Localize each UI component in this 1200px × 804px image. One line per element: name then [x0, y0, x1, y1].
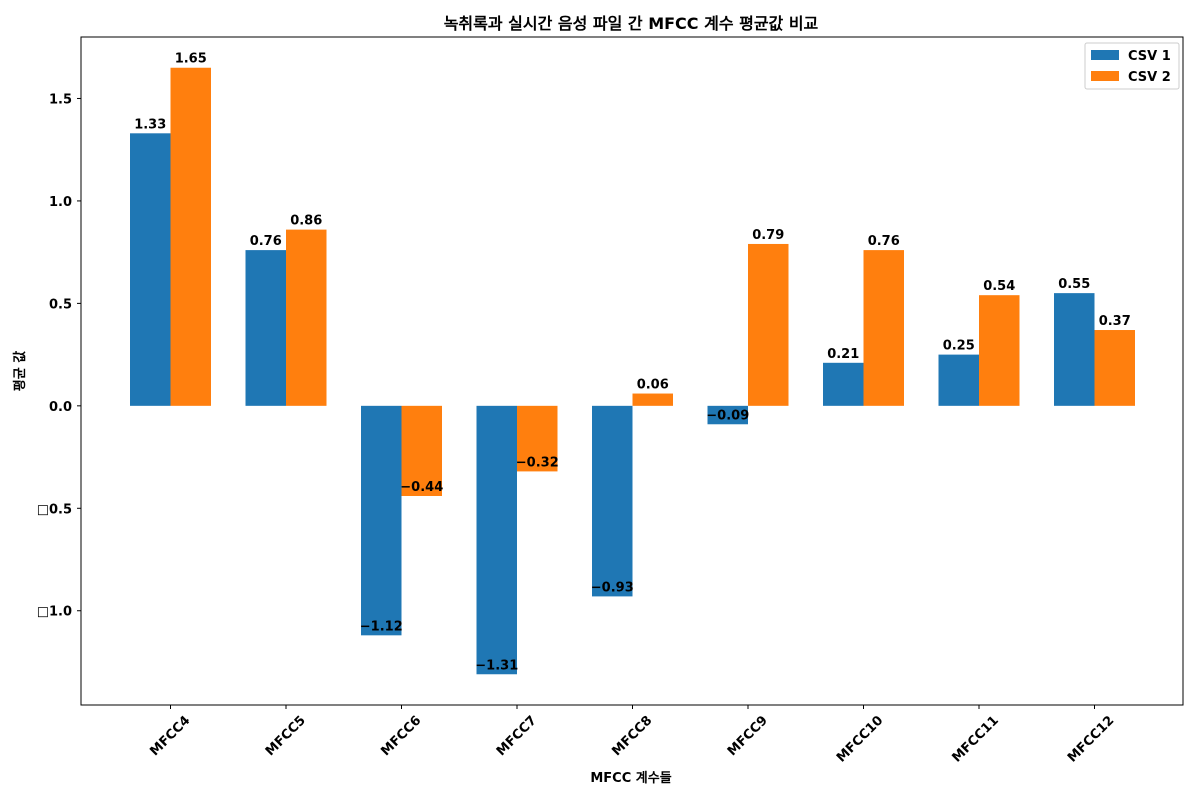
legend-swatch-csv1 — [1091, 50, 1119, 60]
x-tick-label: MFCC10 — [834, 713, 886, 765]
bar-label-csv-2-mfcc10: 0.76 — [868, 234, 900, 249]
x-tick-label: MFCC5 — [263, 713, 309, 759]
bar-label-csv-2-mfcc12: 0.37 — [1099, 314, 1131, 329]
y-tick-label: 1.5 — [49, 92, 72, 107]
x-tick-label: MFCC6 — [378, 713, 424, 759]
bar-csv-1-mfcc6 — [361, 405, 402, 636]
x-tick-label: MFCC7 — [494, 713, 540, 759]
bar-label-csv-2-mfcc5: 0.86 — [290, 214, 322, 229]
bar-csv-1-mfcc12 — [1054, 293, 1095, 406]
bar-label-csv-2-mfcc7: −0.32 — [516, 455, 559, 470]
bar-csv-1-mfcc9 — [707, 405, 748, 425]
chart-title: 녹취록과 실시간 음성 파일 간 MFCC 계수 평균값 비교 — [444, 14, 819, 33]
bar-label-csv-1-mfcc9: −0.09 — [706, 408, 749, 423]
bar-csv-2-mfcc5 — [286, 229, 327, 406]
y-axis-label: 평균 값 — [12, 351, 28, 391]
bar-csv-1-mfcc5 — [245, 250, 286, 406]
x-axis-label: MFCC 계수들 — [590, 771, 671, 786]
bar-labels-layer: 1.33 0.76 −1.12 −1.31 −0.93 −0.09 0.21 0.25 0.55… — [134, 52, 1131, 674]
y-tick-label: 1.0 — [49, 195, 72, 210]
bar-label-csv-1-mfcc8: −0.93 — [591, 580, 634, 595]
legend-swatch-csv2 — [1091, 71, 1119, 81]
bar-csv-1-mfcc11 — [938, 354, 979, 406]
bar-csv-1-mfcc10 — [823, 362, 864, 406]
x-tick-label: MFCC9 — [725, 713, 771, 759]
bar-label-csv-1-mfcc5: 0.76 — [250, 234, 282, 249]
x-tick-label: MFCC8 — [609, 713, 655, 759]
bar-csv-1-mfcc4 — [130, 133, 171, 406]
bars-layer — [130, 67, 1135, 675]
bar-csv-2-mfcc6 — [401, 405, 442, 496]
bar-csv-2-mfcc8 — [632, 393, 673, 406]
bar-csv-2-mfcc11 — [979, 295, 1020, 406]
bar-label-csv-1-mfcc6: −1.12 — [360, 619, 403, 634]
bar-csv-2-mfcc12 — [1094, 330, 1135, 406]
x-tick-label: MFCC12 — [1065, 713, 1117, 765]
bar-csv-2-mfcc4 — [170, 67, 211, 406]
bar-label-csv-2-mfcc9: 0.79 — [752, 228, 784, 243]
bar-label-csv-1-mfcc4: 1.33 — [134, 117, 166, 132]
bar-label-csv-1-mfcc12: 0.55 — [1058, 277, 1090, 292]
bar-label-csv-1-mfcc7: −1.31 — [475, 658, 518, 673]
x-tick-label: MFCC11 — [950, 713, 1002, 765]
legend-label-csv2: CSV 2 — [1128, 70, 1171, 85]
bar-label-csv-2-mfcc8: 0.06 — [637, 378, 669, 393]
y-tick-label: 0.5 — [49, 297, 72, 312]
x-axis: MFCC4 MFCC5 MFCC6 MFCC7 MFCC8 MFCC9 MFCC10 MFCC… — [147, 705, 1117, 766]
bar-label-csv-2-mfcc4: 1.65 — [175, 52, 207, 67]
bar-label-csv-1-mfcc11: 0.25 — [943, 339, 975, 354]
y-axis: □1.0 □0.5 0.0 0.5 1.0 1.5 — [37, 92, 81, 620]
bar-csv-2-mfcc10 — [863, 250, 904, 406]
bar-label-csv-2-mfcc6: −0.44 — [400, 480, 443, 495]
legend-label-csv1: CSV 1 — [1128, 49, 1171, 64]
bar-csv-1-mfcc8 — [592, 405, 633, 597]
legend: CSV 1 CSV 2 — [1084, 42, 1180, 90]
bar-csv-2-mfcc9 — [748, 243, 789, 406]
bar-label-csv-2-mfcc11: 0.54 — [983, 279, 1015, 294]
x-tick-label: MFCC4 — [147, 713, 193, 759]
bar-csv-2-mfcc7 — [517, 405, 558, 472]
y-tick-label: 0.0 — [49, 400, 72, 415]
bar-label-csv-1-mfcc10: 0.21 — [827, 347, 859, 362]
bar-csv-1-mfcc7 — [476, 405, 517, 675]
y-tick-label: □1.0 — [37, 605, 72, 620]
y-tick-label: □0.5 — [37, 502, 72, 517]
